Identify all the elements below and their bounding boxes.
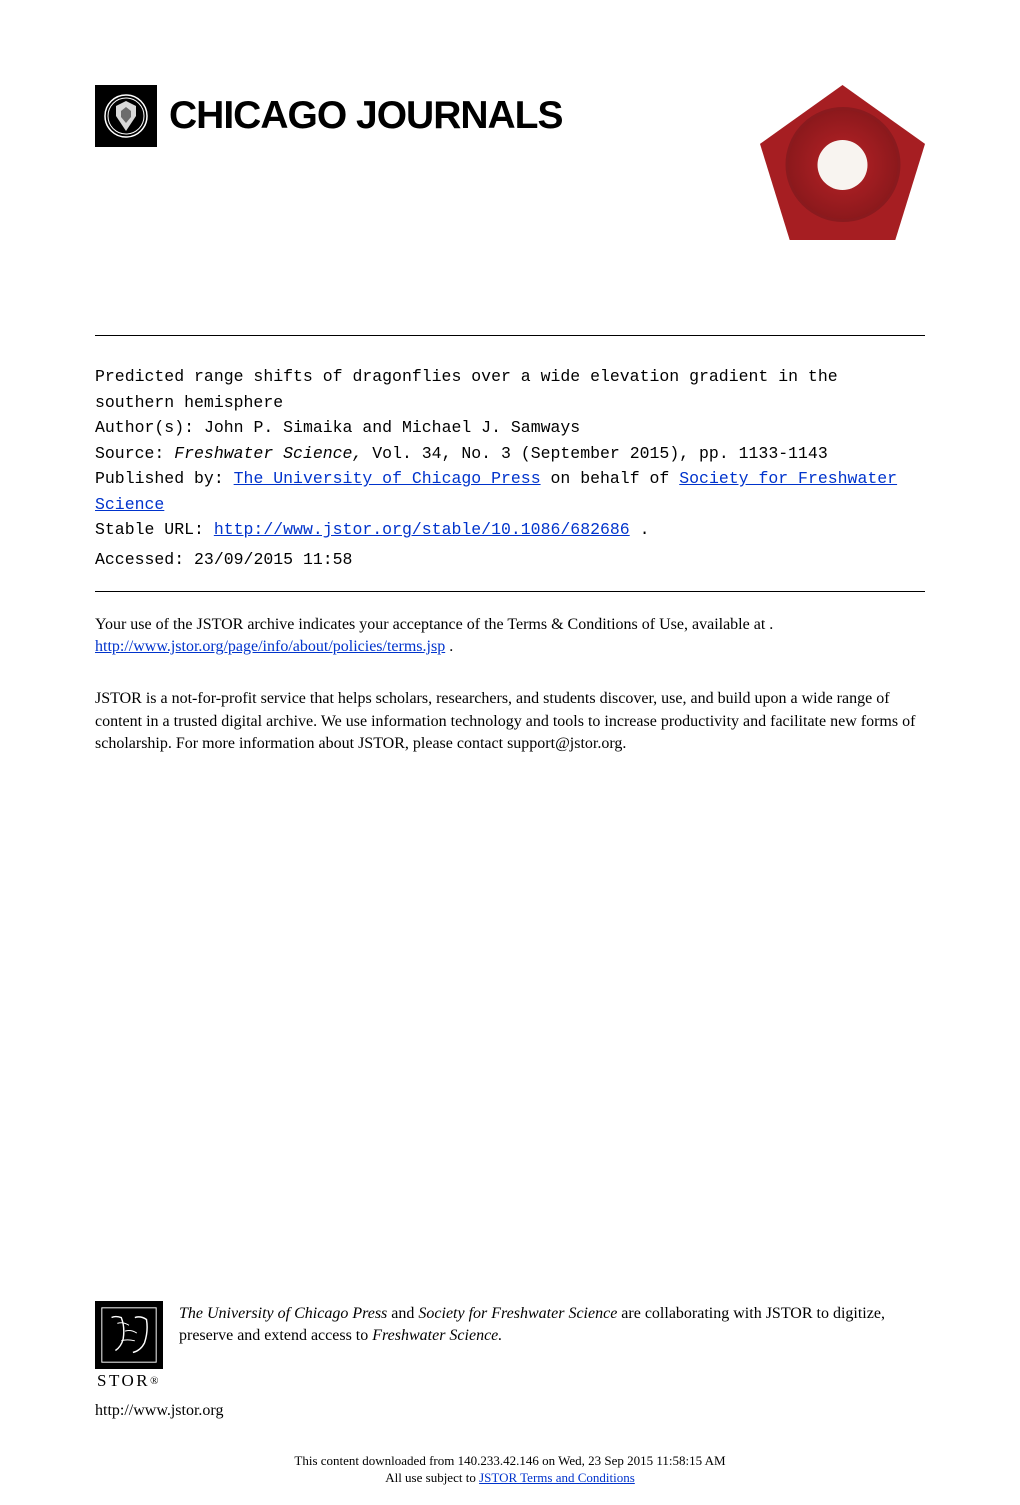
collab-publisher: The University of Chicago Press	[179, 1305, 387, 1322]
stable-url-row: Stable URL: http://www.jstor.org/stable/…	[95, 517, 925, 543]
divider-mid	[95, 591, 925, 592]
download-line2: All use subject to JSTOR Terms and Condi…	[0, 1470, 1020, 1487]
footer-collab-text: The University of Chicago Press and Soci…	[179, 1301, 925, 1346]
stable-url-space: .	[640, 520, 650, 539]
accessed-row: Accessed: 23/09/2015 11:58	[95, 547, 925, 573]
accessed-label: Accessed:	[95, 550, 184, 569]
footer-url: http://www.jstor.org	[95, 1402, 925, 1420]
jstor-svg-icon	[96, 1301, 162, 1369]
on-behalf-text: on behalf of	[551, 469, 670, 488]
publisher-link[interactable]: The University of Chicago Press	[234, 469, 541, 488]
published-row: Published by: The University of Chicago …	[95, 466, 925, 517]
jstor-logo-icon	[95, 1301, 163, 1369]
download-terms-link[interactable]: JSTOR Terms and Conditions	[479, 1470, 635, 1485]
stable-url-label: Stable URL:	[95, 520, 204, 539]
footer: STOR ® The University of Chicago Press a…	[95, 1301, 925, 1420]
chicago-journals-text: CHICAGO JOURNALS	[169, 94, 563, 138]
citation-metadata: Predicted range shifts of dragonflies ov…	[95, 364, 925, 573]
badge-circle-shape	[785, 107, 900, 222]
terms-space: .	[769, 616, 773, 633]
accessed-value: 23/09/2015 11:58	[194, 550, 352, 569]
authors-row: Author(s): John P. Simaika and Michael J…	[95, 415, 925, 441]
jstor-registered-icon: ®	[150, 1375, 161, 1387]
collab-society: Society for Freshwater Science	[418, 1305, 617, 1322]
collab-journal: Freshwater Science.	[372, 1327, 502, 1344]
download-notice: This content downloaded from 140.233.42.…	[0, 1453, 1020, 1487]
source-label: Source:	[95, 444, 164, 463]
stable-url-link[interactable]: http://www.jstor.org/stable/10.1086/6826…	[214, 520, 630, 539]
terms-space2: .	[449, 638, 453, 655]
authors-label: Author(s):	[95, 418, 194, 437]
emblem-svg-icon	[103, 93, 149, 139]
header: CHICAGO JOURNALS	[95, 85, 925, 290]
terms-text: Your use of the JSTOR archive indicates …	[95, 616, 765, 633]
download-line1: This content downloaded from 140.233.42.…	[0, 1453, 1020, 1470]
download-line2-pre: All use subject to	[385, 1470, 479, 1485]
badge-ribbon-shape	[760, 85, 925, 240]
jstor-logo: STOR ®	[95, 1301, 163, 1396]
jstor-footer-row: STOR ® The University of Chicago Press a…	[95, 1301, 925, 1396]
society-badge-icon	[760, 85, 925, 290]
badge-center-shape	[818, 140, 868, 190]
collab-and: and	[387, 1305, 418, 1322]
terms-block: Your use of the JSTOR archive indicates …	[95, 614, 925, 659]
chicago-emblem-icon	[95, 85, 157, 147]
authors-value: John P. Simaika and Michael J. Samways	[204, 418, 580, 437]
source-details: Vol. 34, No. 3 (September 2015), pp. 113…	[372, 444, 827, 463]
source-row: Source: Freshwater Science, Vol. 34, No.…	[95, 441, 925, 467]
jstor-text-label: STOR ®	[97, 1371, 161, 1391]
divider-top	[95, 335, 925, 336]
terms-link[interactable]: http://www.jstor.org/page/info/about/pol…	[95, 638, 445, 655]
chicago-journals-logo: CHICAGO JOURNALS	[95, 85, 563, 147]
jstor-description: JSTOR is a not-for-profit service that h…	[95, 688, 925, 755]
source-journal: Freshwater Science,	[174, 444, 362, 463]
jstor-label: STOR	[97, 1371, 150, 1391]
article-title: Predicted range shifts of dragonflies ov…	[95, 364, 925, 415]
published-label: Published by:	[95, 469, 224, 488]
